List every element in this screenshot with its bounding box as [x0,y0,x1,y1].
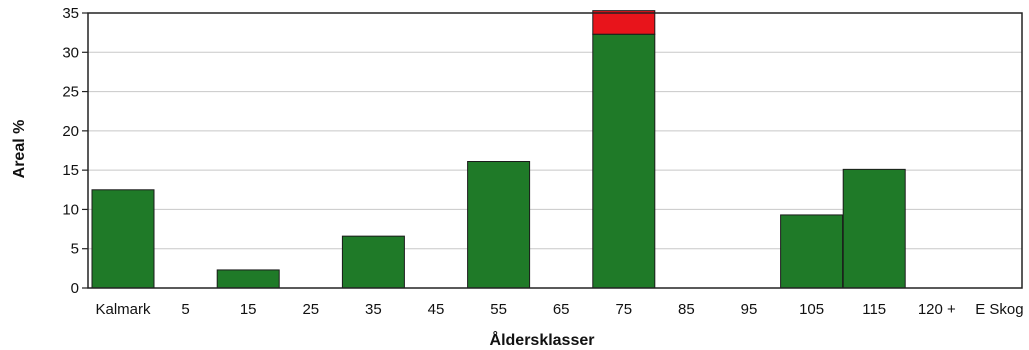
tick-labels: 0 5 10 15 20 25 30 35 Kalmark 5 15 25 35 45 55 65 75 85 95… [62,5,1023,318]
axes [82,12,1023,289]
y-tick-label: 0 [71,280,79,297]
x-tick-label: 15 [240,301,257,318]
x-tick-label: 120 + [918,301,956,318]
x-tick-label: 115 [862,301,886,318]
bar-105-series-0 [780,214,844,289]
bar-55-series-0 [467,161,531,289]
x-tick-label: Kalmark [95,301,151,318]
y-axis-title: Areal % [11,120,28,179]
x-tick-label: 35 [365,301,382,318]
y-tick-label: 15 [62,162,79,179]
y-tick-label: 10 [62,201,79,218]
bar-kalmark-series-0 [91,189,155,289]
x-tick-label: 5 [181,301,189,318]
plot-frame [87,12,1023,289]
x-axis-title: Åldersklasser [490,330,595,349]
bar-115-series-0 [842,168,906,289]
x-tick-label: 95 [741,301,758,318]
x-tick-label: 65 [553,301,570,318]
x-tick-label: 25 [302,301,319,318]
bar-35-series-0 [341,235,405,289]
y-tick-label: 35 [62,5,79,22]
bar-15-series-0 [216,269,280,289]
bar-75-series-0 [592,33,656,289]
y-tick-label: 25 [62,84,79,101]
bar-75-series-1 [592,10,656,35]
x-tick-label: 45 [428,301,445,318]
y-tick-label: 20 [62,123,79,140]
y-tick-label: 5 [71,241,79,258]
x-tick-label: 75 [615,301,632,318]
y-tick-label: 30 [62,44,79,61]
x-tick-label: 105 [799,301,824,318]
x-tick-label: 55 [490,301,507,318]
x-tick-label: 85 [678,301,695,318]
x-tick-label: E Skog [975,301,1023,318]
